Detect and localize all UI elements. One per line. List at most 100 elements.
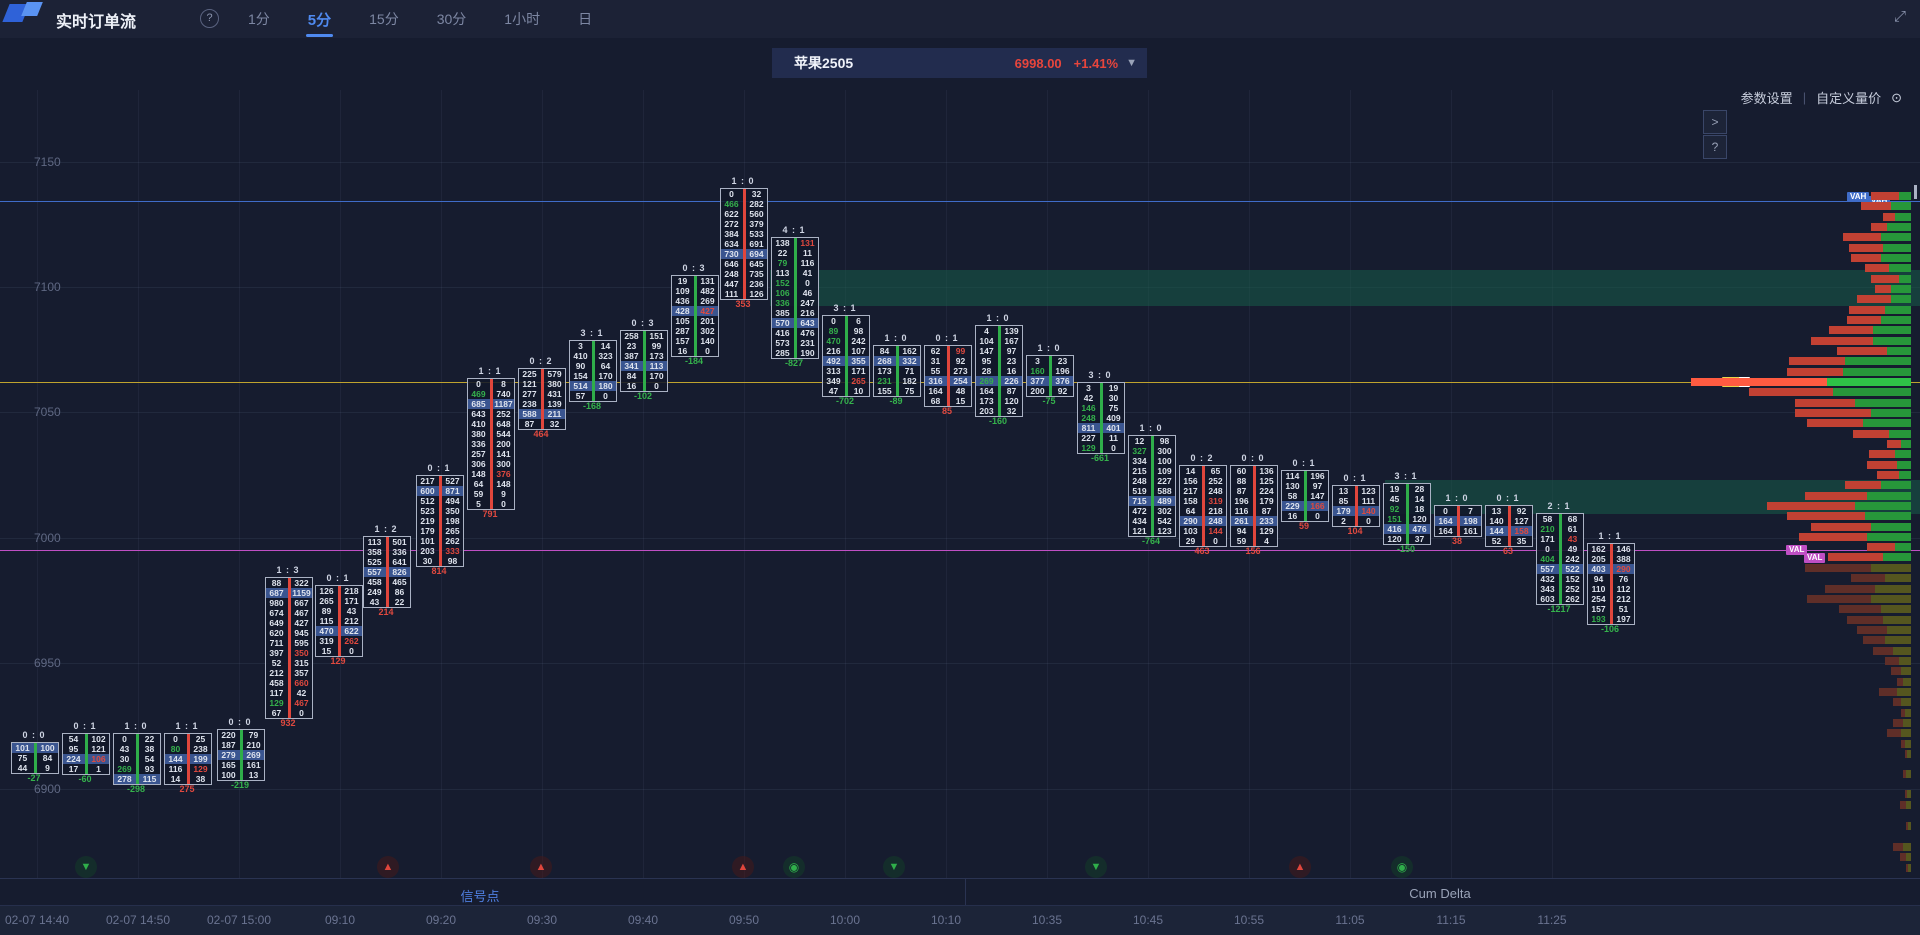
instrument-bar[interactable]: 苹果2505 6998.00 +1.41% ▼ — [772, 48, 1147, 78]
volume-profile-buy-bar — [1871, 595, 1911, 603]
ask-volume-cell: 71 — [904, 366, 915, 376]
ask-volume-cell: 1187 — [494, 399, 513, 409]
bid-volume-cell: 95 — [981, 356, 992, 366]
bid-volume-cell: 151 — [1387, 514, 1402, 524]
bid-volume-cell: 16 — [626, 381, 637, 391]
footprint-candle-imbalance-header: 0 : 1 — [935, 333, 959, 343]
timeframe-tab[interactable]: 1小时 — [504, 11, 541, 27]
candle-body-down — [1252, 466, 1256, 546]
bid-volume-cell: 269 — [117, 764, 132, 774]
bid-volume-cell: 5 — [476, 499, 481, 509]
footprint-price-row: 217 248 — [1180, 486, 1226, 496]
footprint-price-row: 101 262 — [417, 536, 463, 546]
bid-volume-cell: 470 — [826, 336, 841, 346]
footprint-price-row: 115 212 — [316, 616, 362, 626]
candle-delta-value: 59 — [1298, 521, 1309, 531]
footprint-price-row: 269 93 — [114, 764, 160, 774]
bid-volume-cell: 224 — [66, 754, 81, 764]
volume-profile-buy-bar — [1903, 719, 1911, 727]
bid-volume-cell: 155 — [877, 386, 892, 396]
bid-volume-cell: 95 — [68, 744, 79, 754]
ask-volume-cell: 30 — [1108, 393, 1119, 403]
help-icon[interactable]: ? — [200, 9, 219, 28]
candle-delta-value: 129 — [330, 656, 346, 666]
gear-icon[interactable]: ⊙ — [1891, 89, 1902, 105]
footprint-price-row: 387 173 — [621, 351, 667, 361]
vah-tag: VAH — [1868, 196, 1891, 206]
volume-profile-buy-bar — [1881, 316, 1911, 324]
ask-volume-cell: 871 — [445, 486, 460, 496]
timeframe-tab[interactable]: 1分 — [248, 11, 270, 27]
param-settings-button[interactable]: 参数设置 — [1740, 91, 1793, 106]
volume-profile-sell-bar — [1893, 698, 1901, 706]
signal-marker-up-red: ▲ — [732, 856, 754, 878]
volume-profile-sell-bar — [1883, 213, 1895, 221]
ask-volume-cell: 32 — [549, 419, 560, 429]
candle-delta-value: -702 — [835, 396, 854, 406]
footprint-candle-imbalance-header: 0 : 3 — [682, 263, 706, 273]
x-axis-tick-label: 10:35 — [1031, 913, 1063, 927]
horizontal-gridline — [0, 162, 1920, 163]
ask-volume-cell: 93 — [144, 764, 155, 774]
volume-profile-sell-bar — [1828, 553, 1883, 561]
ask-volume-cell: 11 — [803, 248, 812, 258]
bid-volume-cell: 129 — [1081, 443, 1096, 453]
volume-profile-sell-bar — [1839, 605, 1881, 613]
panel-collapse-button[interactable]: > — [1703, 110, 1727, 134]
bid-volume-cell: 101 — [15, 743, 30, 753]
ask-volume-cell: 494 — [445, 496, 460, 506]
bid-volume-cell: 164 — [928, 386, 943, 396]
footprint-candle: 114 196 130 97 58 147 229 166 16 0 — [1281, 470, 1329, 522]
volume-profile-buy-bar — [1908, 822, 1911, 830]
candle-body-up — [239, 730, 243, 780]
ask-volume-cell: 269 — [700, 296, 715, 306]
ask-volume-cell: 97 — [1006, 346, 1017, 356]
bid-volume-cell: 179 — [420, 526, 435, 536]
ask-volume-cell: 180 — [598, 381, 613, 391]
bid-volume-cell: 157 — [1591, 604, 1606, 614]
volume-profile-buy-bar — [1881, 233, 1911, 241]
ask-volume-cell: 120 — [1004, 396, 1019, 406]
footprint-price-row: 358 336 — [364, 547, 410, 557]
volume-profile-sell-bar — [1805, 564, 1871, 572]
ask-volume-cell: 115 — [142, 774, 157, 784]
ask-volume-cell: 106 — [91, 754, 106, 764]
y-axis-price-label: 6950 — [34, 656, 61, 670]
orderflow-chart-area[interactable]: 7150 7100 7050 7000 6950 6900 VAH VAL 0 : 0 101 10… — [0, 88, 1920, 878]
chevron-down-icon[interactable]: ▼ — [1126, 57, 1137, 69]
footprint-candle-imbalance-header: 0 : 3 — [631, 318, 655, 328]
footprint-price-row: 22 11 — [772, 248, 818, 258]
footprint-candle-imbalance-header: 0 : 1 — [427, 463, 451, 473]
ask-volume-cell: 161 — [1463, 526, 1478, 536]
ask-volume-cell: 4 — [1264, 536, 1269, 546]
bid-volume-cell: 404 — [1540, 554, 1555, 564]
ask-volume-cell: 254 — [953, 376, 968, 386]
footprint-price-row: 158 319 — [1180, 496, 1226, 506]
timeframe-tab[interactable]: 日 — [578, 11, 593, 27]
volume-profile-buy-bar — [1903, 678, 1911, 686]
bid-volume-cell: 248 — [1132, 476, 1147, 486]
ask-volume-cell: 252 — [496, 409, 511, 419]
custom-volume-button[interactable]: 自定义量价 — [1816, 91, 1882, 106]
candle-body-up — [1048, 356, 1052, 396]
bid-volume-cell: 248 — [724, 269, 739, 279]
ask-volume-cell: 42 — [296, 688, 307, 698]
timeframe-tab[interactable]: 5分 — [305, 0, 334, 39]
fullscreen-icon[interactable]: ⤢ — [1893, 8, 1906, 25]
ask-volume-cell: 152 — [1565, 574, 1580, 584]
bid-volume-cell: 248 — [1081, 413, 1096, 423]
ask-volume-cell: 76 — [1618, 574, 1629, 584]
ask-volume-cell: 265 — [445, 526, 460, 536]
volume-profile-buy-bar — [1833, 388, 1911, 396]
footprint-price-row: 248 735 — [721, 269, 767, 279]
volume-profile-sell-bar — [1877, 471, 1899, 479]
panel-help-button[interactable]: ? — [1703, 135, 1727, 159]
footprint-price-row: 94 129 — [1231, 526, 1277, 536]
footprint-price-row: 164 161 — [1435, 526, 1481, 536]
timeframe-tab[interactable]: 30分 — [436, 11, 467, 27]
right-scrollbar-handle[interactable] — [1914, 185, 1917, 199]
signal-marker-dot-green: ◉ — [783, 856, 805, 878]
timeframe-tab[interactable]: 15分 — [369, 11, 399, 27]
footprint-price-row: 327 300 — [1129, 446, 1175, 456]
footprint-candle-imbalance-header: 1 : 3 — [276, 565, 300, 575]
